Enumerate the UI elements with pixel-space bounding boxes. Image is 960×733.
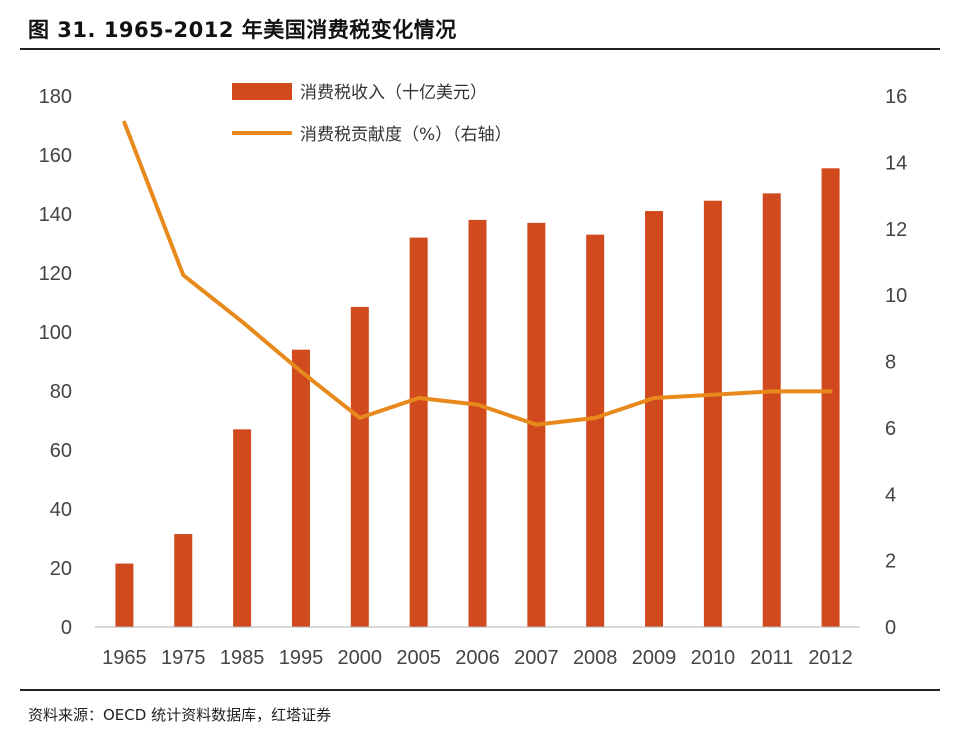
x-tick-2006: 2006 — [455, 647, 500, 669]
right-y-tick-12: 12 — [885, 219, 907, 241]
x-tick-2008: 2008 — [573, 647, 618, 669]
legend-bar-swatch — [232, 83, 292, 100]
x-tick-2011: 2011 — [750, 647, 793, 669]
bar-2005 — [409, 237, 428, 627]
left-y-tick-120: 120 — [39, 263, 72, 285]
right-y-tick-14: 14 — [885, 152, 907, 174]
right-y-tick-0: 0 — [885, 617, 896, 639]
legend: 消费税收入（十亿美元） 消费税贡献度（%）（右轴） — [232, 83, 512, 145]
legend-line-label: 消费税贡献度（%）（右轴） — [300, 125, 512, 145]
contribution-line — [122, 120, 833, 427]
left-y-tick-0: 0 — [61, 617, 72, 639]
x-tick-1975: 1975 — [161, 647, 206, 669]
bar-1985 — [233, 429, 252, 627]
left-y-tick-80: 80 — [50, 381, 72, 403]
left-y-tick-100: 100 — [39, 322, 72, 344]
bar-2012 — [821, 168, 840, 627]
x-tick-2005: 2005 — [396, 647, 441, 669]
x-tick-1965: 1965 — [102, 647, 147, 669]
right-y-tick-10: 10 — [885, 285, 907, 307]
x-tick-2007: 2007 — [514, 647, 559, 669]
legend-bar-label: 消费税收入（十亿美元） — [300, 83, 487, 103]
x-tick-2010: 2010 — [691, 647, 736, 669]
left-y-tick-180: 180 — [39, 86, 72, 108]
x-tick-2012: 2012 — [808, 647, 853, 669]
left-y-tick-140: 140 — [39, 204, 72, 226]
bar-2009 — [645, 211, 664, 628]
right-y-tick-16: 16 — [885, 86, 907, 108]
bar-2006 — [468, 219, 487, 627]
title-divider — [20, 48, 940, 50]
x-tick-1985: 1985 — [220, 647, 265, 669]
left-y-tick-labels: 0 20 40 60 80 100 120 140 160 180 — [39, 86, 72, 639]
bar-2008 — [586, 234, 605, 627]
bar-2011 — [762, 193, 781, 627]
bar-group — [115, 168, 840, 628]
x-tick-labels: 1965 1975 1985 1995 2000 2005 2006 2007 2008 2009… — [102, 647, 853, 669]
bar-1965 — [115, 563, 134, 627]
right-y-tick-2: 2 — [885, 551, 896, 573]
right-y-tick-labels: 0 2 4 6 8 10 12 14 16 — [885, 86, 907, 639]
right-y-tick-8: 8 — [885, 352, 896, 374]
right-y-tick-4: 4 — [885, 484, 896, 506]
left-y-tick-40: 40 — [50, 499, 72, 521]
left-y-tick-160: 160 — [39, 145, 72, 167]
x-tick-2009: 2009 — [632, 647, 677, 669]
right-y-tick-6: 6 — [885, 418, 896, 440]
x-tick-2000: 2000 — [338, 647, 383, 669]
bar-2010 — [703, 200, 722, 627]
left-y-tick-60: 60 — [50, 440, 72, 462]
chart-title: 图 31. 1965-2012 年美国消费税变化情况 — [28, 18, 457, 42]
x-tick-1995: 1995 — [279, 647, 324, 669]
bar-2000 — [350, 306, 369, 627]
bar-1975 — [174, 534, 193, 627]
source-note: 资料来源：OECD 统计资料数据库，红塔证券 — [28, 706, 332, 724]
bar-1995 — [291, 349, 310, 627]
left-y-tick-20: 20 — [50, 558, 72, 580]
source-divider — [20, 689, 940, 691]
